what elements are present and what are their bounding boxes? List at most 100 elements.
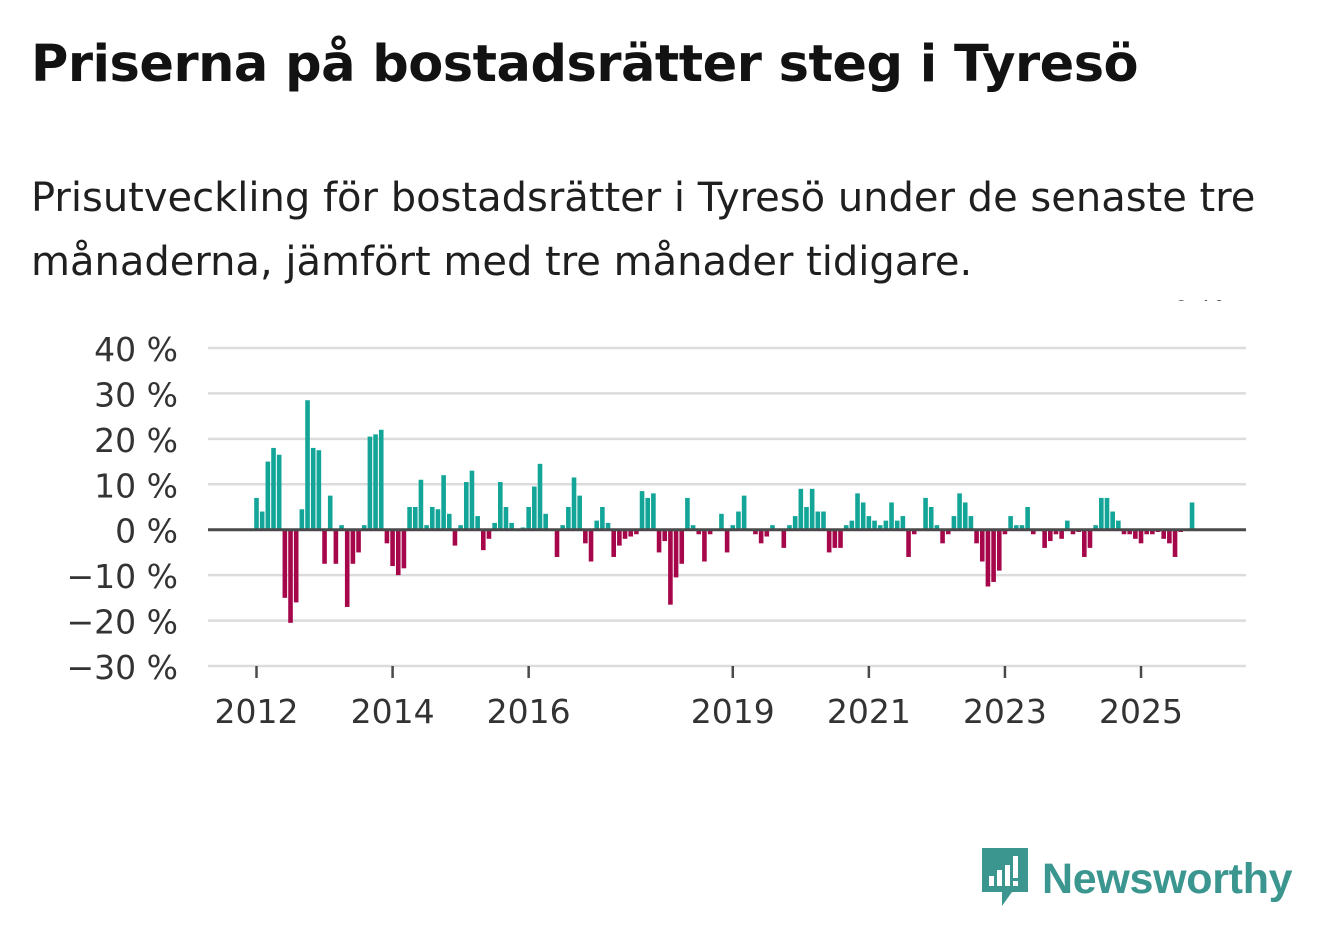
bar-positive (577, 495, 582, 530)
bar-negative (333, 529, 339, 564)
x-tick-label: 2019 (691, 692, 775, 731)
bar-positive (429, 507, 435, 530)
bar-negative (583, 529, 588, 544)
grid-lines (208, 346, 1246, 668)
x-tick-label: 2014 (351, 692, 435, 731)
bar-positive (526, 507, 531, 530)
bar-negative (1059, 529, 1064, 539)
x-tick-label: 2016 (487, 692, 571, 731)
bar-positive (560, 525, 565, 530)
bar-negative (344, 529, 350, 607)
bar-positive (651, 493, 656, 530)
bar-negative (395, 529, 401, 576)
bar-negative (282, 529, 288, 598)
bar-positive (798, 488, 804, 530)
bar-positive (498, 482, 503, 530)
bar-positive (509, 522, 514, 530)
bar-positive (594, 520, 599, 530)
y-tick-label: 20 % (94, 421, 178, 460)
bar-negative (322, 529, 327, 564)
bar-negative (838, 529, 843, 548)
bar-positive (265, 461, 271, 530)
bar-negative (486, 529, 492, 539)
bar-negative (826, 529, 832, 553)
bar-positive (736, 511, 741, 530)
bar-positive (934, 525, 940, 530)
y-tick-label: 30 % (94, 375, 178, 414)
bar-negative (350, 529, 356, 564)
bar-negative (288, 529, 293, 623)
bar-positive (418, 479, 424, 530)
bar-positive (685, 497, 690, 530)
bar-positive (259, 511, 265, 530)
bar-negative (696, 529, 702, 535)
last-value-annotation: 6 % (1169, 300, 1228, 310)
bar-positive (412, 507, 418, 530)
bar-positive (1104, 497, 1110, 530)
bar-positive (849, 520, 855, 530)
bar-negative (588, 529, 594, 562)
brand-name: Newsworthy (1042, 854, 1293, 903)
bar-positive (719, 513, 724, 530)
bar-negative (753, 529, 758, 535)
bar-negative (673, 529, 679, 578)
bar-negative (945, 529, 951, 535)
bar-negative (724, 529, 730, 553)
bar-negative (1127, 529, 1132, 535)
bar-negative (622, 529, 628, 539)
bar-positive (1013, 525, 1019, 530)
bar-positive (446, 513, 452, 530)
bar-positive (877, 525, 883, 530)
bar-positive (566, 507, 571, 530)
bar-negative (1042, 529, 1047, 548)
bar-series (254, 400, 1195, 623)
bar-positive (600, 507, 605, 530)
newsworthy-logo: Newsworthy (980, 848, 1293, 910)
bar-positive (639, 491, 645, 530)
bar-positive (730, 525, 736, 530)
bar-negative (911, 529, 917, 535)
bar-positive (367, 436, 373, 530)
bar-negative (679, 529, 685, 564)
bar-positive (537, 463, 543, 530)
bar-positive (441, 475, 446, 530)
chart-title: Priserna på bostadsrätter steg i Tyresö (31, 35, 1139, 94)
bar-positive (1110, 511, 1115, 530)
bar-positive (458, 525, 463, 530)
bar-positive (378, 429, 384, 530)
bar-positive (690, 525, 696, 530)
bar-negative (634, 529, 639, 535)
bar-positive (1189, 502, 1195, 530)
bar-negative (1144, 529, 1149, 535)
bar-negative (764, 529, 770, 537)
bar-negative (1138, 529, 1144, 544)
bar-negative (293, 529, 299, 603)
bar-positive (605, 522, 611, 530)
bar-positive (424, 525, 429, 530)
bar-positive (373, 434, 378, 530)
x-tick-label: 2023 (963, 692, 1047, 731)
bar-positive (1065, 520, 1070, 530)
bar-negative (758, 529, 764, 544)
bar-negative (1087, 529, 1093, 548)
bar-positive (254, 497, 259, 530)
bar-positive (475, 516, 480, 530)
bar-positive (339, 525, 344, 530)
bar-negative (979, 529, 985, 562)
x-tick-label: 2012 (215, 692, 299, 731)
bar-positive (327, 495, 333, 530)
bar-positive (962, 502, 968, 530)
bar-positive (928, 507, 934, 530)
bar-positive (276, 454, 282, 530)
annotation-label: 6 % (1172, 300, 1225, 307)
bar-positive (860, 502, 866, 530)
bar-positive (787, 525, 792, 530)
bar-positive (809, 488, 815, 530)
bar-positive (1116, 520, 1121, 530)
bar-positive (463, 482, 469, 530)
bar-positive (532, 486, 537, 530)
bar-negative (611, 529, 617, 557)
bar-positive (770, 525, 775, 530)
newsworthy-logo-icon (982, 848, 1028, 906)
bar-positive (872, 520, 877, 530)
